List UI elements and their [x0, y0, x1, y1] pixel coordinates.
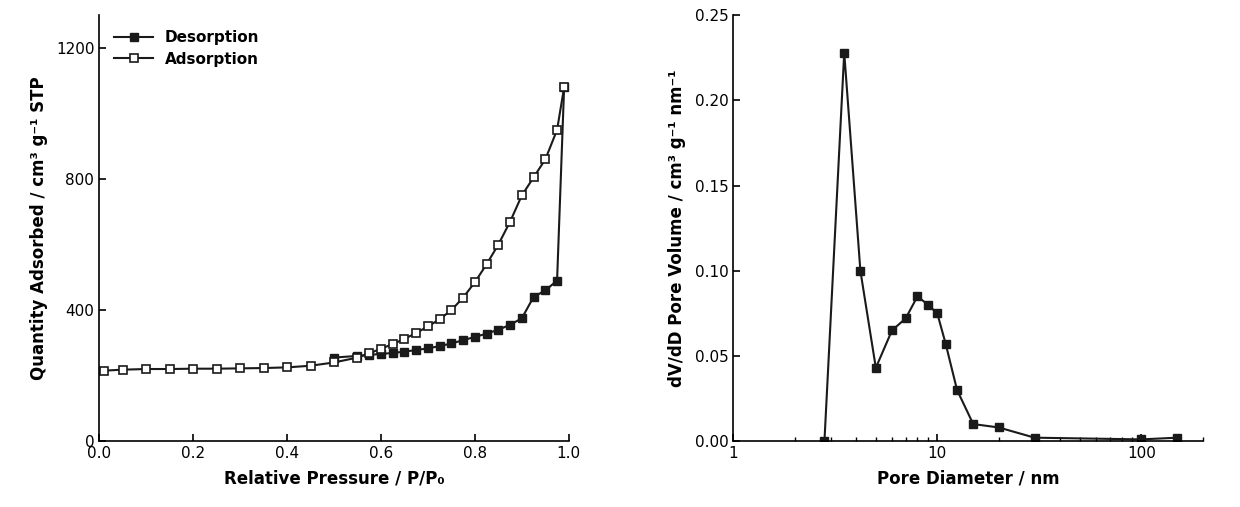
- Adsorption: [456, 295, 471, 301]
- Desorption: [433, 343, 448, 349]
- Adsorption: [386, 341, 401, 347]
- Adsorption: [350, 354, 365, 360]
- Legend: Desorption, Adsorption: Desorption, Adsorption: [107, 23, 267, 74]
- Adsorption: [397, 336, 412, 342]
- X-axis label: Relative Pressure / P/P₀: Relative Pressure / P/P₀: [223, 469, 444, 487]
- Y-axis label: Quantity Adsorbed / cm³ g⁻¹ STP: Quantity Adsorbed / cm³ g⁻¹ STP: [30, 77, 47, 380]
- X-axis label: Pore Diameter / nm: Pore Diameter / nm: [877, 469, 1059, 487]
- Adsorption: [409, 330, 424, 336]
- Adsorption: [303, 363, 317, 369]
- Adsorption: [467, 279, 482, 285]
- Adsorption: [479, 261, 494, 267]
- Y-axis label: dV/dD Pore Volume / cm³ g⁻¹ nm⁻¹: dV/dD Pore Volume / cm³ g⁻¹ nm⁻¹: [668, 69, 686, 387]
- Line: Adsorption: Adsorption: [100, 84, 568, 375]
- Desorption: [467, 334, 482, 340]
- Desorption: [549, 277, 564, 283]
- Desorption: [538, 287, 553, 294]
- Desorption: [526, 294, 541, 300]
- Adsorption: [549, 127, 564, 133]
- Desorption: [502, 322, 517, 328]
- Adsorption: [233, 366, 248, 372]
- Line: Desorption: Desorption: [330, 84, 568, 361]
- Desorption: [409, 347, 424, 353]
- Desorption: [350, 353, 365, 359]
- Desorption: [373, 351, 388, 357]
- Adsorption: [433, 316, 448, 322]
- Desorption: [386, 350, 401, 356]
- Desorption: [362, 352, 377, 358]
- Desorption: [479, 331, 494, 337]
- Adsorption: [444, 307, 459, 313]
- Adsorption: [515, 192, 529, 198]
- Adsorption: [491, 241, 506, 247]
- Desorption: [420, 345, 435, 351]
- Adsorption: [362, 350, 377, 356]
- Adsorption: [97, 368, 112, 374]
- Desorption: [326, 354, 341, 360]
- Desorption: [515, 315, 529, 321]
- Adsorption: [115, 367, 130, 373]
- Adsorption: [538, 156, 553, 162]
- Adsorption: [526, 174, 541, 180]
- Adsorption: [373, 346, 388, 352]
- Adsorption: [279, 365, 294, 371]
- Adsorption: [139, 366, 154, 372]
- Desorption: [397, 349, 412, 355]
- Desorption: [444, 340, 459, 346]
- Desorption: [456, 337, 471, 343]
- Adsorption: [257, 365, 272, 371]
- Adsorption: [210, 366, 224, 372]
- Adsorption: [557, 84, 572, 90]
- Adsorption: [186, 366, 201, 372]
- Adsorption: [326, 359, 341, 366]
- Adsorption: [420, 323, 435, 330]
- Adsorption: [502, 219, 517, 225]
- Desorption: [557, 84, 572, 90]
- Adsorption: [162, 366, 177, 372]
- Desorption: [491, 327, 506, 333]
